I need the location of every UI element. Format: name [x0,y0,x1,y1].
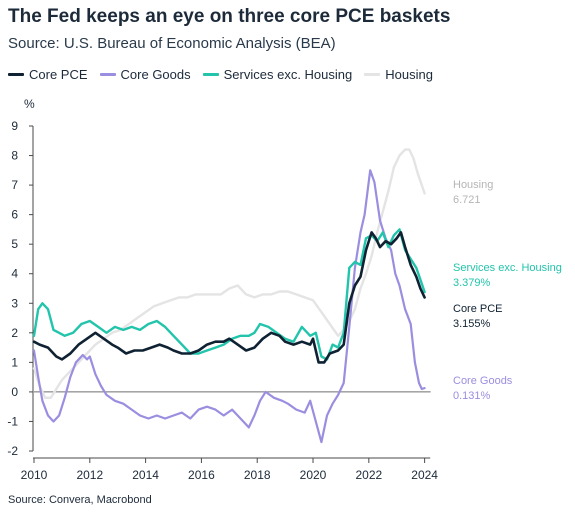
y-axis-unit-label: % [24,97,35,111]
y-tick-label: 3 [11,296,18,310]
legend-swatch-services [202,73,219,76]
end-label-value-services: 3.379% [453,277,491,289]
y-tick-label: 6 [11,208,18,222]
source-note: Source: Convera, Macrobond [8,494,152,506]
legend-item-core-pce: Core PCE [8,67,88,82]
y-tick-label: 2 [11,326,18,340]
y-tick-label: 8 [11,149,18,163]
series-line-housing [32,148,426,399]
legend-item-core-goods: Core Goods [99,67,191,82]
end-label-value-core-pce: 3.155% [453,318,491,330]
x-tick-label: 2016 [188,468,215,482]
end-label-name-services: Services exc. Housing [453,262,562,274]
legend-label-services: Services exc. Housing [223,67,353,82]
y-tick-label: 1 [11,355,18,369]
y-tick-label: 4 [11,267,18,281]
end-label-value-housing: 6.721 [453,194,481,206]
chart-legend: Core PCE Core Goods Services exc. Housin… [8,67,445,82]
chart-subtitle: Source: U.S. Bureau of Economic Analysis… [8,35,336,52]
x-tick-label: 2024 [411,468,438,482]
x-tick-label: 2010 [21,468,48,482]
chart-title: The Fed keeps an eye on three core PCE b… [8,6,451,27]
x-tick-label: 2022 [355,468,382,482]
legend-swatch-core-pce [8,73,24,76]
y-tick-label: 7 [11,178,18,192]
legend-item-housing: Housing [364,67,433,82]
legend-label-core-goods: Core Goods [120,67,191,82]
legend-swatch-core-goods [99,73,116,76]
end-label-name-core-pce: Core PCE [453,303,503,315]
legend-label-housing: Housing [385,67,433,82]
end-label-value-core-goods: 0.131% [453,390,491,402]
end-label-name-core-goods: Core Goods [453,375,513,387]
y-tick-label: 0 [11,385,18,399]
y-tick-label: -1 [7,414,18,428]
series-line-core-pce [32,231,426,364]
series-line-core-goods [32,169,426,444]
y-tick-label: 5 [11,237,18,251]
x-tick-label: 2012 [76,468,103,482]
x-tick-label: 2018 [244,468,271,482]
end-label-name-housing: Housing [453,179,493,191]
y-tick-label: 9 [11,119,18,133]
y-tick-label: -2 [7,444,18,458]
x-tick-label: 2020 [300,468,327,482]
legend-label-core-pce: Core PCE [29,67,88,82]
legend-swatch-housing [364,73,381,76]
x-tick-label: 2014 [132,468,159,482]
legend-item-services: Services exc. Housing [202,67,353,82]
